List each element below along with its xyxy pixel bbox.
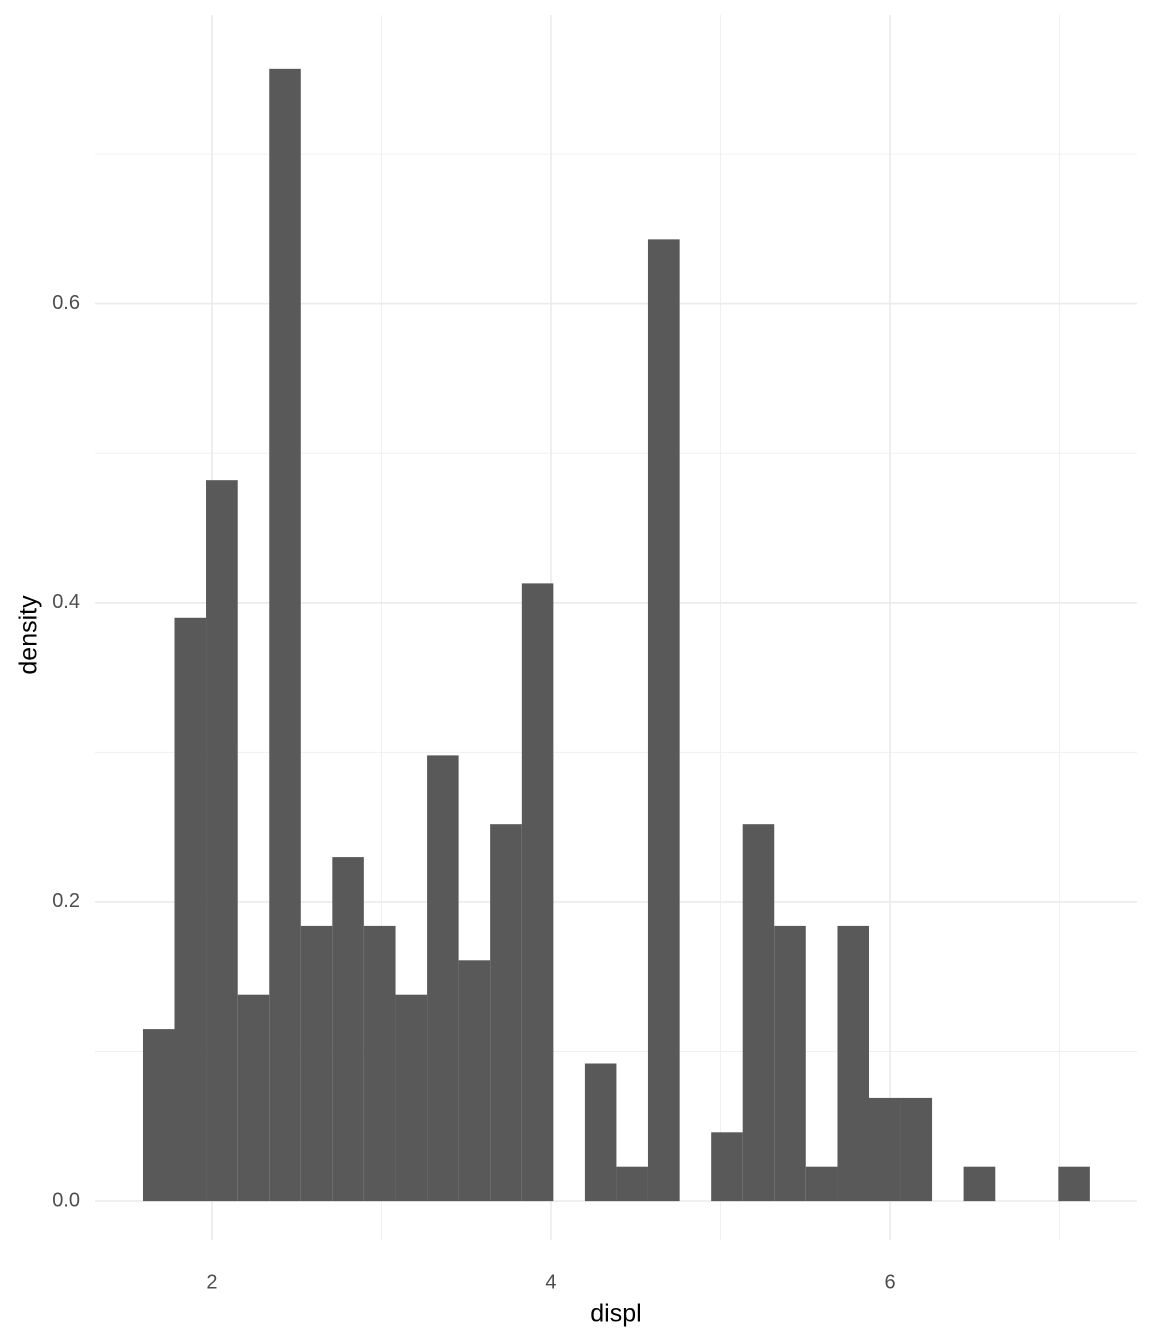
bar	[742, 824, 775, 1202]
bar	[521, 583, 554, 1202]
bar	[805, 1166, 838, 1202]
bar	[237, 994, 270, 1202]
bar	[269, 68, 301, 1202]
x-tick-label: 6	[884, 1271, 895, 1293]
bar	[363, 925, 396, 1202]
bar	[868, 1097, 901, 1202]
y-tick-label: 0.4	[52, 591, 80, 613]
bar	[900, 1097, 933, 1202]
y-tick-label: 0.0	[52, 1189, 80, 1211]
x-tick-label: 4	[545, 1271, 556, 1293]
bar	[458, 960, 491, 1202]
x-tick-label: 2	[206, 1271, 217, 1293]
bar	[1058, 1166, 1090, 1202]
bar	[142, 1029, 175, 1202]
bar	[837, 925, 869, 1202]
bar	[584, 1063, 617, 1202]
bar	[647, 239, 680, 1202]
x-axis-title: displ	[590, 1300, 641, 1328]
bar	[490, 824, 522, 1202]
bar	[616, 1166, 648, 1202]
bar	[395, 994, 428, 1202]
bar	[774, 925, 806, 1202]
bar	[174, 617, 207, 1202]
bar	[332, 857, 364, 1202]
y-tick-label: 0.6	[52, 292, 80, 314]
bar	[963, 1166, 996, 1202]
bar	[711, 1132, 743, 1202]
y-axis-title: density	[15, 595, 43, 675]
bar	[206, 480, 238, 1202]
bar	[427, 755, 459, 1202]
y-tick-label: 0.2	[52, 890, 80, 912]
bar	[300, 925, 333, 1202]
